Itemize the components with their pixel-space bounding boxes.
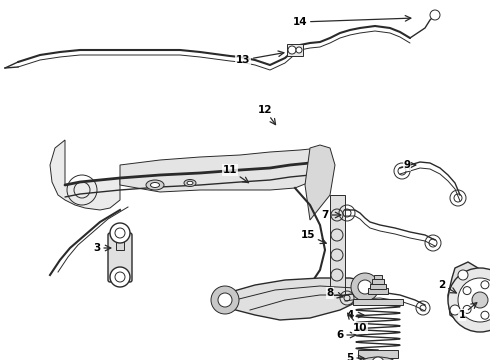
Ellipse shape bbox=[146, 180, 164, 190]
Circle shape bbox=[463, 287, 471, 294]
Text: 13: 13 bbox=[236, 51, 284, 65]
Text: 9: 9 bbox=[403, 160, 416, 170]
Ellipse shape bbox=[184, 180, 196, 186]
Circle shape bbox=[463, 305, 471, 314]
Polygon shape bbox=[116, 233, 124, 250]
Circle shape bbox=[218, 293, 232, 307]
Polygon shape bbox=[448, 262, 482, 322]
Text: 7: 7 bbox=[321, 210, 341, 220]
Ellipse shape bbox=[187, 181, 193, 185]
Circle shape bbox=[458, 278, 490, 322]
Text: 8: 8 bbox=[326, 288, 343, 298]
Text: 3: 3 bbox=[94, 243, 111, 253]
FancyBboxPatch shape bbox=[287, 44, 303, 56]
Polygon shape bbox=[368, 288, 388, 294]
Polygon shape bbox=[305, 145, 335, 220]
Circle shape bbox=[458, 270, 468, 280]
Polygon shape bbox=[353, 299, 403, 305]
Text: 4: 4 bbox=[346, 310, 364, 320]
Polygon shape bbox=[372, 279, 384, 284]
Text: 10: 10 bbox=[348, 313, 367, 333]
Ellipse shape bbox=[361, 357, 395, 360]
Polygon shape bbox=[374, 275, 382, 279]
Circle shape bbox=[115, 228, 125, 238]
Polygon shape bbox=[120, 148, 325, 192]
Ellipse shape bbox=[150, 183, 160, 188]
Polygon shape bbox=[50, 140, 120, 210]
Text: 2: 2 bbox=[439, 280, 456, 293]
Circle shape bbox=[288, 46, 296, 54]
Text: 1: 1 bbox=[458, 303, 477, 320]
Circle shape bbox=[351, 273, 379, 301]
Circle shape bbox=[467, 305, 477, 315]
Polygon shape bbox=[330, 195, 345, 295]
Circle shape bbox=[110, 267, 130, 287]
Circle shape bbox=[115, 272, 125, 282]
Text: 15: 15 bbox=[301, 230, 326, 243]
Polygon shape bbox=[358, 350, 398, 358]
Circle shape bbox=[110, 223, 130, 243]
Polygon shape bbox=[215, 278, 370, 320]
Circle shape bbox=[430, 10, 440, 20]
Text: 14: 14 bbox=[293, 15, 411, 27]
FancyBboxPatch shape bbox=[108, 233, 132, 282]
Text: 5: 5 bbox=[346, 353, 364, 360]
Circle shape bbox=[481, 311, 489, 319]
Circle shape bbox=[472, 292, 488, 308]
Text: 6: 6 bbox=[336, 330, 356, 340]
Circle shape bbox=[296, 47, 302, 53]
Circle shape bbox=[448, 268, 490, 332]
Circle shape bbox=[450, 305, 460, 315]
Polygon shape bbox=[370, 284, 386, 289]
Circle shape bbox=[372, 357, 384, 360]
Text: 11: 11 bbox=[223, 165, 248, 183]
Circle shape bbox=[211, 286, 239, 314]
Circle shape bbox=[358, 280, 372, 294]
Circle shape bbox=[481, 281, 489, 289]
Text: 12: 12 bbox=[258, 105, 275, 125]
